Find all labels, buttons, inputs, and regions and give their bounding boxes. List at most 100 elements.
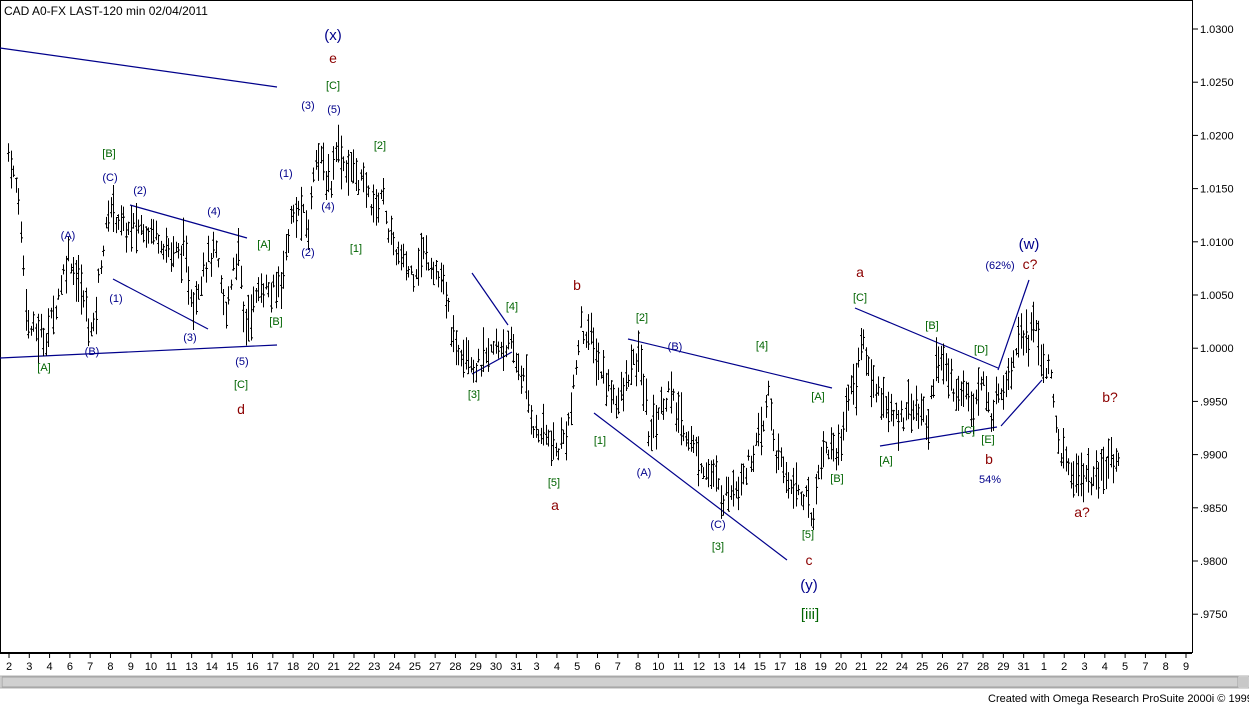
wave-label: [4] [756,340,768,352]
x-tick-label: 22 [875,661,887,673]
trendline [471,351,513,375]
x-tick-label: 16 [246,661,258,673]
wave-label: [A] [37,362,50,374]
x-tick-label: 7 [87,661,93,673]
x-tick-label: 26 [936,661,948,673]
x-tick-label: 15 [754,661,766,673]
x-tick-label: 2 [1061,661,1067,673]
wave-label: (1) [279,168,292,180]
wave-annotations: (x) e [C] (3) (5) [2] [B] (C) (2) (1) (4) (4) (A) [A]… [37,27,1118,623]
wave-label: [B] [925,320,938,332]
x-tick-label: 14 [733,661,745,673]
x-tick-label: 21 [328,661,340,673]
trendline [0,344,278,359]
wave-label: [B] [830,473,843,485]
wave-label: (C) [102,172,117,184]
wave-label: [E] [981,434,994,446]
x-tick-label: 2 [6,661,12,673]
y-tick-label: .9750 [1200,609,1228,621]
x-tick-label: 24 [388,661,400,673]
wave-label: [4] [506,301,518,313]
x-tick-label: 7 [615,661,621,673]
wave-label: (2) [133,185,146,197]
x-tick-label: 29 [997,661,1009,673]
trendline [471,272,509,326]
wave-label: (3) [183,332,196,344]
wave-label: (A) [61,230,76,242]
wave-label: (y) [800,577,818,594]
y-tick-label: 1.0000 [1200,343,1234,355]
x-tick-label: 21 [855,661,867,673]
wave-label: (5) [235,356,248,368]
x-tick-label: 27 [957,661,969,673]
wave-label: [5] [802,529,814,541]
x-tick-label: 3 [1081,661,1087,673]
x-tick-label: 25 [409,661,421,673]
wave-label: [1] [594,435,606,447]
x-tick-label: 18 [287,661,299,673]
x-tick-label: 5 [574,661,580,673]
x-tick-label: 31 [510,661,522,673]
wave-label: (62%) [985,260,1014,272]
x-tick-label: 4 [554,661,560,673]
wave-label: (4) [207,206,220,218]
scrollbar-thumb[interactable] [1,676,1239,688]
wave-label: (B) [85,346,100,358]
x-tick-label: 11 [673,661,684,673]
wave-label: [C] [853,292,867,304]
wave-label: a [856,264,864,280]
wave-label: (C) [710,519,725,531]
wave-label: (3) [301,100,314,112]
y-tick-label: 1.0200 [1200,130,1234,142]
x-tick-label: 31 [1018,661,1030,673]
y-tick-label: .9800 [1200,556,1228,568]
wave-label: [2] [636,312,648,324]
wave-label: [A] [879,455,892,467]
x-tick-label: 17 [774,661,786,673]
x-tick-label: 18 [794,661,806,673]
x-tick-label: 22 [348,661,360,673]
wave-label: [A] [257,239,270,251]
x-tick-label: 13 [186,661,198,673]
x-tick-label: 20 [835,661,847,673]
wave-label: a? [1074,504,1090,520]
footer-credit: Created with Omega Research ProSuite 200… [988,693,1249,705]
x-tick-label: 29 [470,661,482,673]
trendline [593,412,788,561]
wave-label: [5] [548,477,560,489]
wave-label: [B] [269,316,282,328]
plot-area [0,0,1193,653]
x-tick-label: 28 [977,661,989,673]
wave-label: [2] [374,140,386,152]
y-tick-label: .9950 [1200,396,1228,408]
x-tick-label: 4 [1102,661,1108,673]
x-tick-label: 11 [166,661,177,673]
wave-label: a [551,497,559,513]
wave-label: (B) [668,341,683,353]
trendline [997,279,1030,371]
wave-label: [D] [974,344,988,356]
x-tick-label: 3 [26,661,32,673]
wave-label: [A] [811,391,824,403]
wave-label: b [985,451,993,467]
x-axis-ticks: 2 3 4 6 7 8 9 10 11 13 14 15 16 17 18 20 21 22 23 24 25 27 28 2… [6,653,1189,673]
wave-label: (2) [301,247,314,259]
wave-label: (1) [109,293,122,305]
wave-label: [1] [350,243,362,255]
wave-label: [C] [961,425,975,437]
x-tick-label: 12 [693,661,705,673]
wave-label: c [806,552,813,568]
x-tick-label: 5 [1122,661,1128,673]
wave-label: [C] [326,80,340,92]
wave-label: [iii] [801,606,819,623]
wave-label: [C] [234,379,248,391]
trendline [879,426,998,447]
resize-grip[interactable] [1238,677,1248,687]
x-tick-label: 28 [449,661,461,673]
wave-label: d [237,401,245,417]
y-tick-label: 1.0250 [1200,77,1234,89]
x-tick-label: 8 [635,661,641,673]
x-tick-label: 9 [1183,661,1189,673]
